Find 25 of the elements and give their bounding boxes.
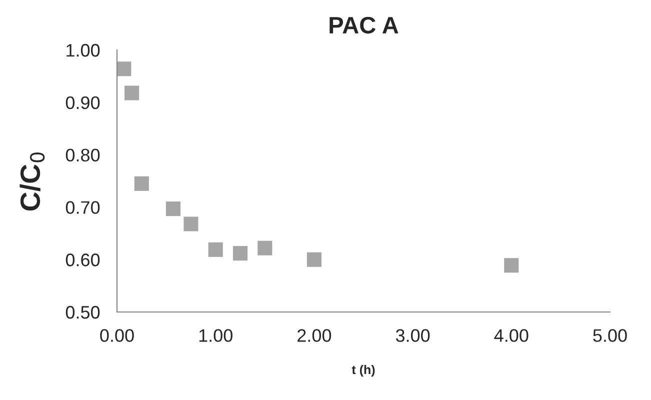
point xyxy=(232,246,248,261)
point xyxy=(258,240,272,256)
y-tick-label: 0.80 xyxy=(66,148,100,162)
x-axis-title: t (h) xyxy=(352,364,375,377)
point xyxy=(504,258,519,273)
y-tick-label: 0.90 xyxy=(66,96,100,110)
point xyxy=(166,201,180,216)
y-tick-label: 0.50 xyxy=(66,306,100,319)
point xyxy=(208,242,223,257)
y-tick-label: 1.00 xyxy=(66,44,100,57)
x-tick-label: 1.00 xyxy=(199,329,232,342)
y-tick-label: 0.60 xyxy=(66,254,100,266)
chart-title: PAC A xyxy=(330,16,398,34)
y-tick-label: 0.70 xyxy=(66,201,100,214)
point xyxy=(117,62,132,76)
y-axis-title: C/C$_{0}$ xyxy=(20,152,45,211)
point xyxy=(184,216,198,232)
x-tick-label: 0.00 xyxy=(100,329,134,342)
point xyxy=(134,176,149,191)
point xyxy=(306,252,322,267)
x-tick-label: 4.00 xyxy=(494,329,528,342)
x-tick-label: 5.00 xyxy=(593,329,627,342)
x-tick-label: 3.00 xyxy=(396,329,430,342)
x-tick-label: 2.00 xyxy=(298,329,332,342)
point xyxy=(124,86,140,100)
